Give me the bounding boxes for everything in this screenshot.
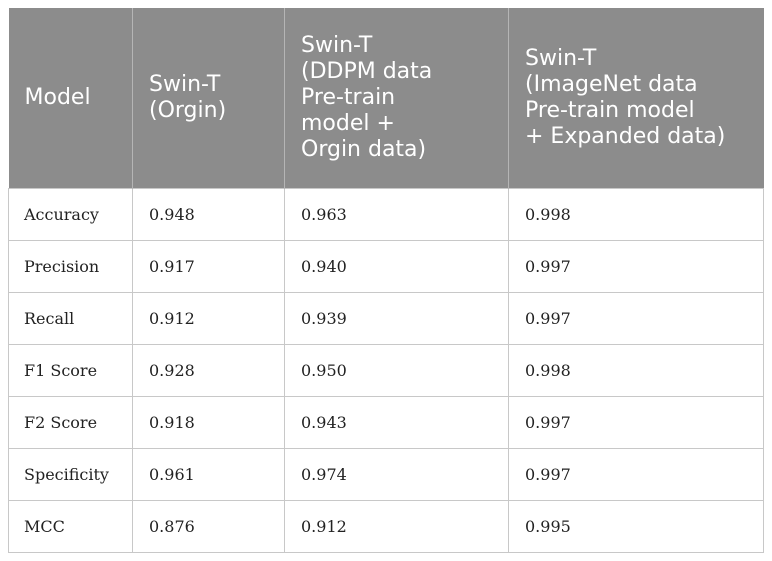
cell-value: 0.943: [284, 395, 509, 449]
comparison-table-container: Model Swin-T (Orgin) Swin-T (DDPM data P…: [8, 8, 764, 553]
cell-value: 0.950: [284, 343, 509, 397]
table-body: Accuracy 0.948 0.963 0.998 Precision 0.9…: [8, 187, 764, 553]
cell-value: 0.940: [284, 239, 509, 293]
cell-value: 0.997: [508, 239, 764, 293]
row-label: Specificity: [8, 447, 133, 501]
cell-value: 0.928: [132, 343, 285, 397]
header-swin-t-orgin: Swin-T (Orgin): [132, 8, 285, 188]
header-row: Model Swin-T (Orgin) Swin-T (DDPM data P…: [8, 8, 764, 188]
row-label: Accuracy: [8, 187, 133, 241]
cell-value: 0.995: [508, 499, 764, 553]
table-row: F1 Score 0.928 0.950 0.998: [8, 343, 764, 397]
cell-value: 0.963: [284, 187, 509, 241]
table-row: Recall 0.912 0.939 0.997: [8, 291, 764, 345]
row-label: Recall: [8, 291, 133, 345]
cell-value: 0.997: [508, 395, 764, 449]
cell-value: 0.997: [508, 291, 764, 345]
cell-value: 0.961: [132, 447, 285, 501]
row-label: F1 Score: [8, 343, 133, 397]
header-model: Model: [8, 8, 133, 188]
header-swin-t-imagenet: Swin-T (ImageNet data Pre-train model + …: [508, 8, 764, 188]
cell-value: 0.997: [508, 447, 764, 501]
cell-value: 0.939: [284, 291, 509, 345]
cell-value: 0.917: [132, 239, 285, 293]
cell-value: 0.912: [132, 291, 285, 345]
cell-value: 0.912: [284, 499, 509, 553]
cell-value: 0.974: [284, 447, 509, 501]
cell-value: 0.998: [508, 187, 764, 241]
cell-value: 0.876: [132, 499, 285, 553]
cell-value: 0.918: [132, 395, 285, 449]
row-label: MCC: [8, 499, 133, 553]
table-row: Accuracy 0.948 0.963 0.998: [8, 187, 764, 241]
table-row: F2 Score 0.918 0.943 0.997: [8, 395, 764, 449]
table-row: Precision 0.917 0.940 0.997: [8, 239, 764, 293]
table-header: Model Swin-T (Orgin) Swin-T (DDPM data P…: [8, 8, 764, 188]
metrics-table: Model Swin-T (Orgin) Swin-T (DDPM data P…: [8, 8, 764, 553]
row-label: Precision: [8, 239, 133, 293]
cell-value: 0.948: [132, 187, 285, 241]
table-row: MCC 0.876 0.912 0.995: [8, 499, 764, 553]
row-label: F2 Score: [8, 395, 133, 449]
table-row: Specificity 0.961 0.974 0.997: [8, 447, 764, 501]
cell-value: 0.998: [508, 343, 764, 397]
header-swin-t-ddpm: Swin-T (DDPM data Pre-train model + Orgi…: [284, 8, 509, 188]
